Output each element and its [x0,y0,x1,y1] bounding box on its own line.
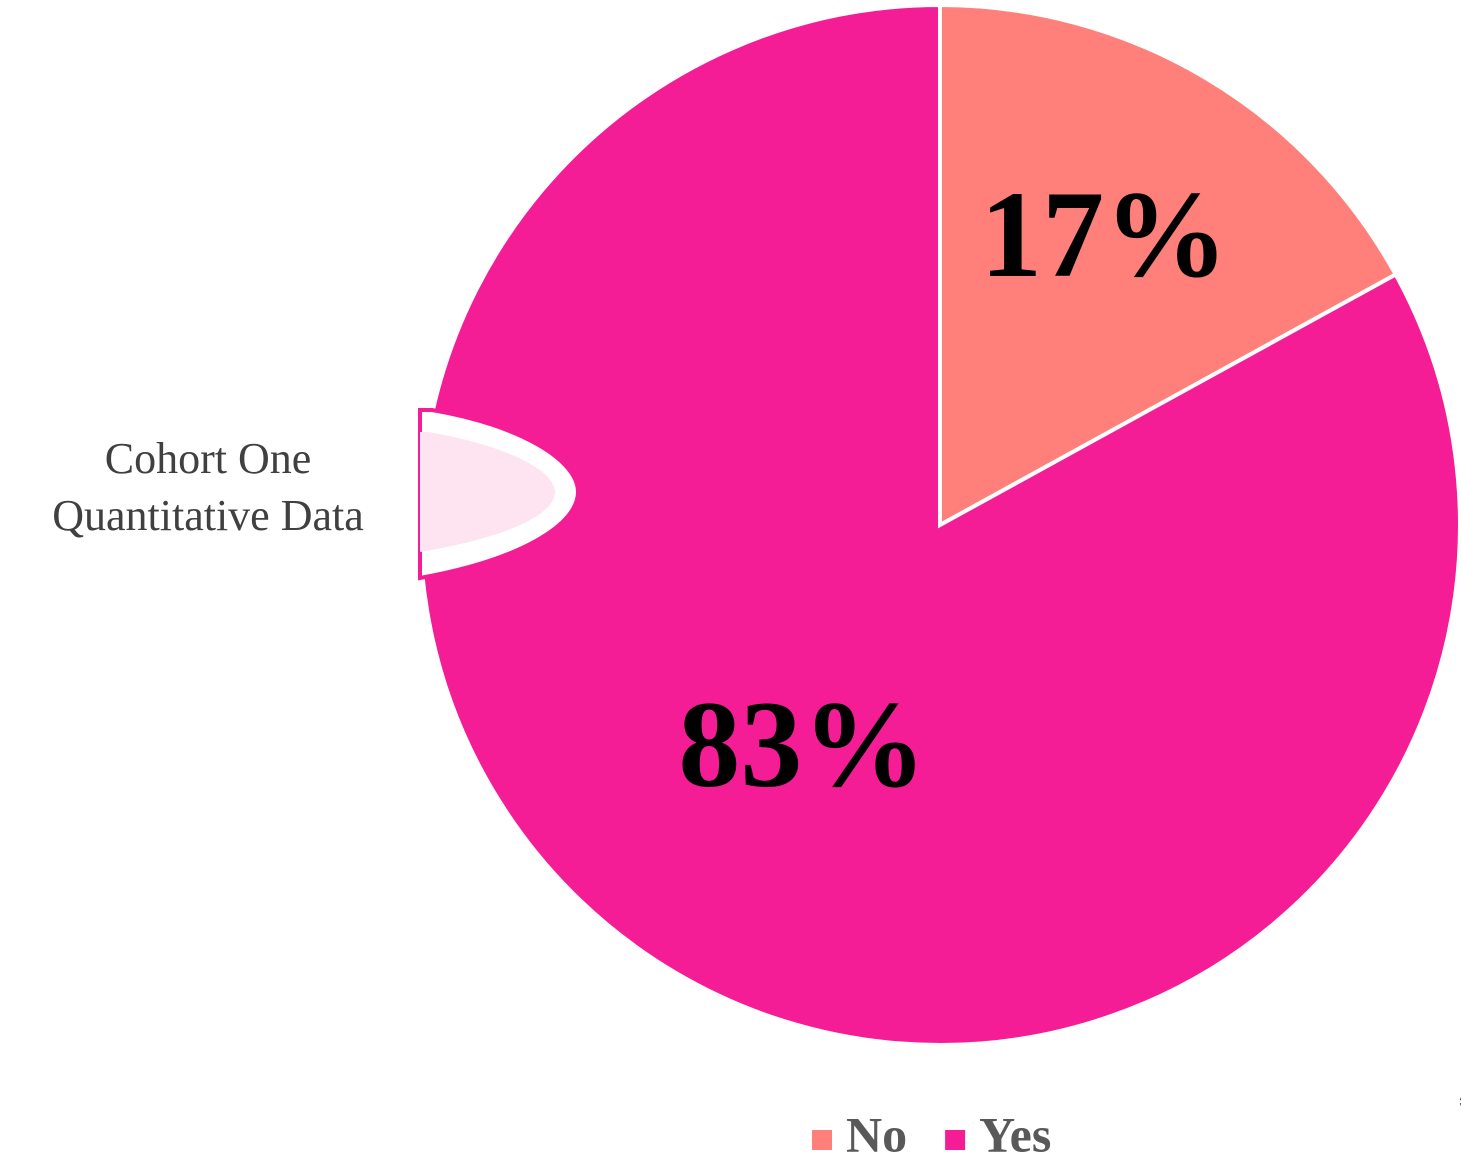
title-line: Quantitative Data [52,491,364,540]
pie-slice [938,2,1399,529]
pie [418,2,1461,1047]
legend-swatch [812,1130,832,1150]
footnote: * [1458,1086,1461,1126]
legend-label: Yes [979,1106,1051,1161]
pie-slice [418,2,1461,1047]
data-label: 17% [980,166,1228,303]
title-line: Cohort One [105,434,312,483]
label-tab-inner [420,432,555,552]
legend-swatch [945,1130,966,1150]
legend-label: No [846,1106,907,1161]
data-label: 83% [678,676,926,813]
